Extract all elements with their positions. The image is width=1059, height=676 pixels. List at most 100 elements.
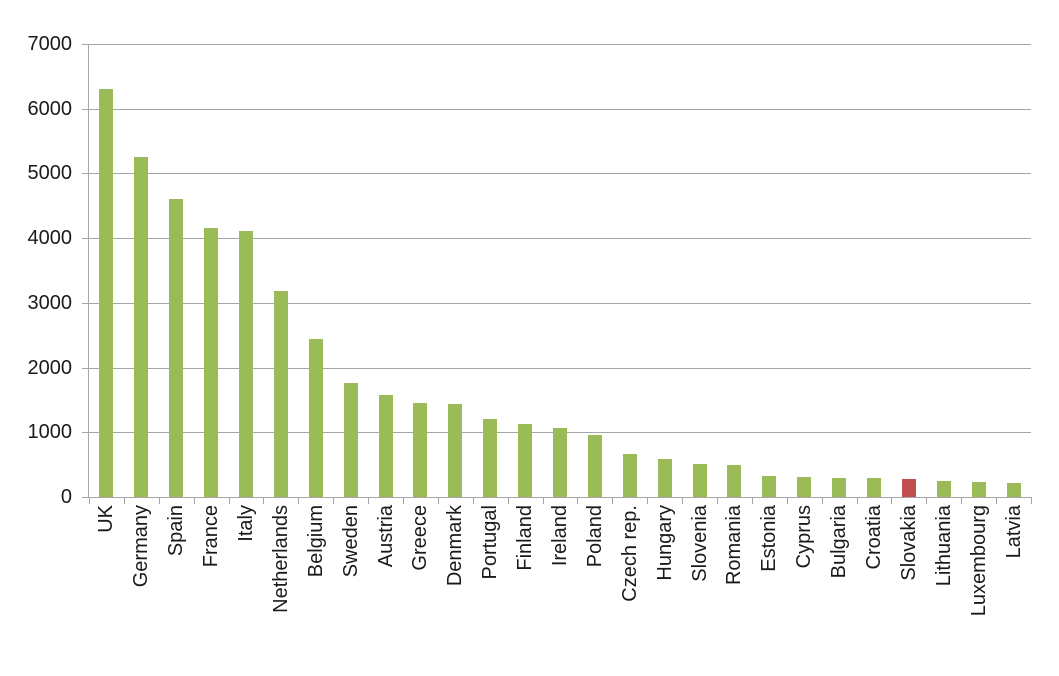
bar-france: [204, 228, 218, 497]
bar-slovakia: [902, 479, 916, 497]
x-axis-label: Czech rep.: [619, 505, 641, 602]
x-axis-tick: [891, 498, 892, 504]
y-axis-label: 5000: [27, 162, 73, 184]
bar-latvia: [1007, 483, 1021, 497]
bar-italy: [239, 231, 253, 497]
x-axis-tick: [682, 498, 683, 504]
y-axis-tick: [82, 303, 89, 304]
bar-finland: [518, 424, 532, 497]
x-axis-tick: [368, 498, 369, 504]
x-axis-label: Slovenia: [689, 505, 711, 582]
gridline: [89, 368, 1031, 369]
y-axis-label: 0: [60, 486, 72, 508]
x-axis-tick: [298, 498, 299, 504]
x-axis-label: France: [200, 505, 222, 568]
gridline: [89, 109, 1031, 110]
x-axis-label: Austria: [375, 505, 397, 568]
x-axis-tick: [473, 498, 474, 504]
x-axis-label: Lithuania: [933, 505, 955, 587]
bar-austria: [379, 395, 393, 497]
x-axis-tick: [1031, 498, 1032, 504]
x-axis-label: Cyprus: [793, 505, 815, 569]
bar-bulgaria: [832, 478, 846, 497]
gridline: [89, 303, 1031, 304]
x-axis-label: UK: [95, 505, 117, 533]
x-axis-tick: [508, 498, 509, 504]
x-axis-tick: [787, 498, 788, 504]
y-axis-tick: [82, 44, 89, 45]
x-axis-label: Ireland: [549, 505, 571, 567]
gridline: [89, 173, 1031, 174]
x-axis-tick: [612, 498, 613, 504]
y-axis-label: 7000: [27, 33, 73, 55]
bar-sweden: [344, 383, 358, 497]
bar-romania: [727, 465, 741, 497]
y-axis-tick: [82, 173, 89, 174]
bar-greece: [413, 403, 427, 497]
gridline: [89, 44, 1031, 45]
x-axis-label: Finland: [514, 505, 536, 571]
bar-poland: [588, 435, 602, 497]
bar-uk: [99, 89, 113, 497]
x-axis-tick: [752, 498, 753, 504]
bar-slovenia: [693, 464, 707, 497]
x-axis-tick: [438, 498, 439, 504]
y-axis-label: 3000: [27, 292, 73, 314]
bar-denmark: [448, 404, 462, 497]
x-axis-label: Spain: [165, 505, 187, 557]
x-axis-tick: [717, 498, 718, 504]
x-axis-line: [88, 497, 1032, 498]
x-axis-tick: [543, 498, 544, 504]
x-axis-label: Sweden: [340, 505, 362, 578]
x-axis-label: Croatia: [863, 505, 885, 570]
x-axis-label: Slovakia: [898, 505, 920, 581]
x-axis-label: Belgium: [305, 505, 327, 578]
x-axis-label: Luxembourg: [968, 505, 990, 617]
x-axis-tick: [403, 498, 404, 504]
x-axis-label: Portugal: [479, 505, 501, 580]
x-axis-tick: [647, 498, 648, 504]
y-axis-tick: [82, 432, 89, 433]
y-axis-tick: [82, 368, 89, 369]
x-axis-tick: [926, 498, 927, 504]
x-axis-tick: [229, 498, 230, 504]
bar-germany: [134, 157, 148, 497]
x-axis-tick: [996, 498, 997, 504]
x-axis-tick: [822, 498, 823, 504]
gridline: [89, 238, 1031, 239]
bar-lithuania: [937, 481, 951, 497]
x-axis-tick: [961, 498, 962, 504]
x-axis-tick: [159, 498, 160, 504]
bar-hungary: [658, 459, 672, 497]
x-axis-label: Romania: [723, 505, 745, 586]
bar-estonia: [762, 476, 776, 497]
y-axis-label: 1000: [27, 421, 73, 443]
bar-ireland: [553, 428, 567, 497]
y-axis-tick: [82, 109, 89, 110]
y-axis-label: 6000: [27, 98, 73, 120]
x-axis-label: Denmark: [444, 505, 466, 587]
bar-cyprus: [797, 477, 811, 497]
bar-belgium: [309, 339, 323, 497]
x-axis-label: Netherlands: [270, 505, 292, 613]
x-axis-tick: [89, 498, 90, 504]
x-axis-tick: [263, 498, 264, 504]
x-axis-tick: [577, 498, 578, 504]
x-axis-label: Poland: [584, 505, 606, 568]
x-axis-label: Hungary: [654, 505, 676, 581]
y-axis-line: [88, 44, 89, 498]
x-axis-tick: [857, 498, 858, 504]
bar-netherlands: [274, 291, 288, 497]
bar-luxembourg: [972, 482, 986, 497]
x-axis-label: Estonia: [758, 505, 780, 572]
y-axis-tick: [82, 497, 89, 498]
y-axis-tick: [82, 238, 89, 239]
bar-czech-rep: [623, 454, 637, 497]
x-axis-label: Italy: [235, 505, 257, 542]
y-axis-label: 4000: [27, 227, 73, 249]
y-axis-label: 2000: [27, 357, 73, 379]
bar-spain: [169, 199, 183, 497]
x-axis-tick: [333, 498, 334, 504]
bar-portugal: [483, 419, 497, 497]
